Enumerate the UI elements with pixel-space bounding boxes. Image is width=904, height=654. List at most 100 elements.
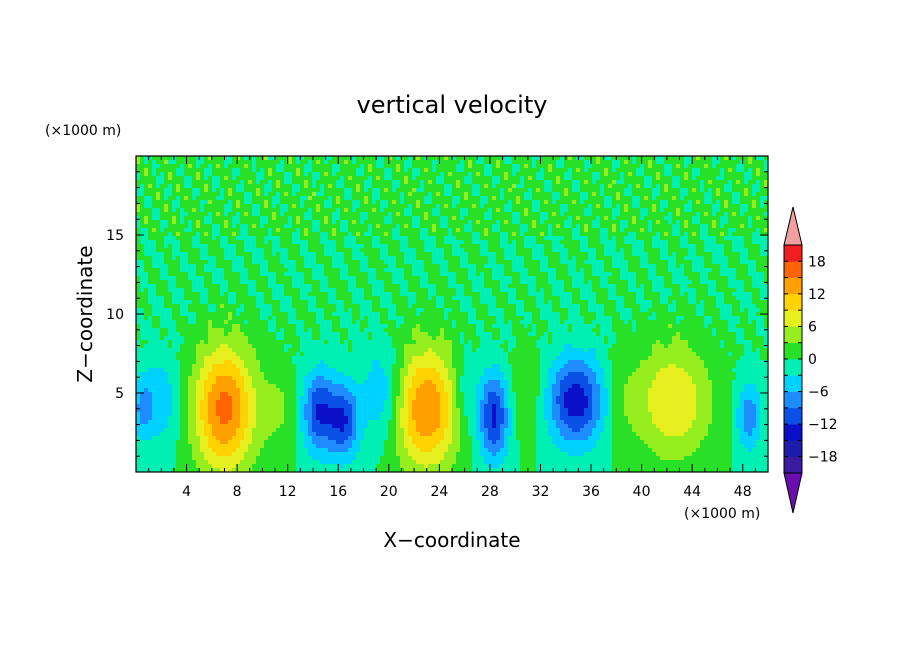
field-cell <box>192 264 197 269</box>
field-cell <box>540 240 545 245</box>
field-cell <box>688 208 693 213</box>
field-cell <box>156 276 161 281</box>
field-cell <box>444 252 449 257</box>
field-cell <box>752 260 757 265</box>
field-cell <box>760 228 765 233</box>
field-cell <box>236 276 241 281</box>
field-cell <box>452 264 457 269</box>
field-cell <box>620 196 625 201</box>
field-cell <box>744 188 749 193</box>
field-cell <box>372 224 377 229</box>
field-cell <box>480 220 485 225</box>
field-cell <box>136 192 141 197</box>
field-cell <box>268 240 273 245</box>
field-cell <box>268 248 273 253</box>
field-cell <box>620 232 625 237</box>
field-cell <box>696 164 701 169</box>
field-cell <box>156 268 161 273</box>
field-cell <box>256 236 261 241</box>
field-cell <box>628 260 633 265</box>
field-cell <box>676 184 681 189</box>
field-cell <box>716 156 721 161</box>
field-cell <box>500 252 505 257</box>
field-cell <box>244 204 249 209</box>
field-cell <box>472 248 477 253</box>
field-cell <box>736 236 741 241</box>
field-cell <box>596 240 601 245</box>
field-cell <box>508 232 513 237</box>
field-cell <box>180 176 185 181</box>
field-cell <box>536 216 541 221</box>
field-cell <box>156 200 161 205</box>
field-cell <box>544 244 549 249</box>
field-cell <box>552 272 557 277</box>
field-cell <box>532 240 537 245</box>
field-cell <box>468 232 473 237</box>
field-cell <box>764 252 769 257</box>
field-cell <box>408 248 413 253</box>
field-cell <box>256 252 261 257</box>
field-cell <box>196 164 201 169</box>
field-cell <box>540 276 545 281</box>
field-cell <box>600 232 605 237</box>
field-cell <box>312 272 317 277</box>
field-cell <box>232 276 237 281</box>
field-cell <box>304 244 309 249</box>
field-cell <box>620 236 625 241</box>
field-cell <box>608 168 613 173</box>
field-cell <box>752 272 757 277</box>
field-cell <box>640 272 645 277</box>
field-cell <box>224 248 229 253</box>
field-cell <box>524 268 529 273</box>
field-cell <box>144 180 149 185</box>
field-cell <box>320 168 325 173</box>
field-cell <box>388 276 393 281</box>
field-cell <box>568 276 573 281</box>
field-cell <box>692 276 697 281</box>
field-cell <box>656 276 661 281</box>
field-cell <box>400 192 405 197</box>
field-cell <box>320 172 325 177</box>
field-cell <box>732 236 737 241</box>
field-cell <box>656 204 661 209</box>
field-cell <box>536 264 541 269</box>
field-cell <box>240 208 245 213</box>
field-cell <box>408 236 413 241</box>
field-cell <box>696 172 701 177</box>
field-cell <box>660 156 665 161</box>
field-cell <box>196 224 201 229</box>
field-cell <box>224 196 229 201</box>
field-cell <box>472 164 477 169</box>
field-cell <box>756 208 761 213</box>
field-cell <box>572 156 577 161</box>
field-cell <box>336 268 341 273</box>
field-cell <box>528 224 533 229</box>
field-cell <box>152 244 157 249</box>
field-cell <box>712 176 717 181</box>
field-cell <box>324 228 329 233</box>
field-cell <box>276 236 281 241</box>
field-cell <box>560 252 565 257</box>
field-cell <box>356 252 361 257</box>
field-cell <box>728 236 733 241</box>
field-cell <box>536 176 541 181</box>
field-cell <box>672 252 677 257</box>
field-cell <box>460 220 465 225</box>
field-cell <box>252 264 257 269</box>
field-cell <box>592 156 597 161</box>
field-cell <box>536 168 541 173</box>
field-cell <box>228 268 233 273</box>
field-cell <box>492 256 497 261</box>
field-cell <box>304 268 309 273</box>
field-cell <box>332 256 337 261</box>
field-cell <box>420 220 425 225</box>
field-cell <box>472 180 477 185</box>
field-cell <box>532 200 537 205</box>
field-cell <box>400 180 405 185</box>
field-cell <box>548 164 553 169</box>
field-cell <box>572 180 577 185</box>
field-cell <box>272 168 277 173</box>
field-cell <box>196 264 201 269</box>
field-cell <box>704 276 709 281</box>
field-cell <box>456 236 461 241</box>
